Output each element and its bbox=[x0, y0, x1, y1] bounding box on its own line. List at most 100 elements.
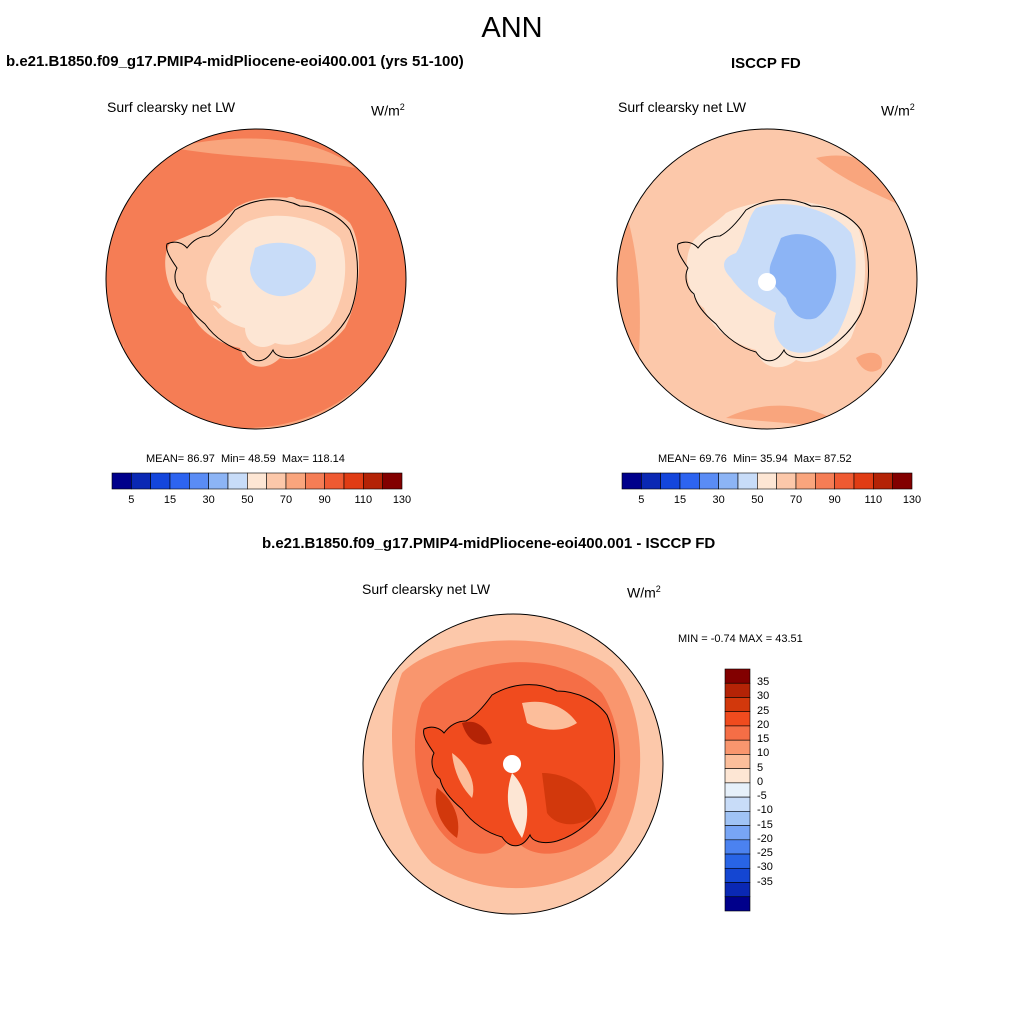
model-colorbar-swatch bbox=[169, 472, 190, 490]
diff-colorbar-labels: 35 30 25 20 15 10 5 0 -5 -10 -15 -20 -25 -30 -35 bbox=[757, 669, 797, 911]
obs-colorbar-swatch bbox=[699, 472, 719, 490]
obs-colorbar-swatch bbox=[834, 472, 855, 490]
obs-units-label: W/m2 bbox=[881, 102, 915, 119]
diff-colorbar-tick-label: -15 bbox=[757, 818, 773, 831]
diff-colorbar-swatch bbox=[724, 754, 751, 769]
main-title: ANN bbox=[481, 12, 543, 44]
model-colorbar-tick-label: 5 bbox=[128, 494, 135, 506]
diff-darkest-patch bbox=[462, 721, 492, 745]
obs-colorbar-tick-label: 90 bbox=[828, 494, 841, 506]
model-colorbar-tick-label: 30 bbox=[202, 494, 215, 506]
diff-colorbar-swatch bbox=[724, 739, 751, 755]
obs-variable-label: Surf clearsky net LW bbox=[618, 99, 747, 115]
diff-light-patch-north bbox=[522, 701, 577, 730]
obs-colorbar-tick-label: 30 bbox=[712, 494, 725, 506]
obs-center-field bbox=[769, 234, 837, 320]
diff-dark-patch-west bbox=[435, 788, 459, 838]
obs-polar-map bbox=[616, 128, 918, 430]
model-coastline bbox=[166, 199, 358, 362]
diff-colorbar-swatch bbox=[724, 768, 751, 784]
obs-colorbar-tick-label: 70 bbox=[789, 494, 803, 506]
model-colorbar-swatch bbox=[266, 472, 287, 490]
model-colorbar-swatch bbox=[208, 472, 229, 490]
obs-colorbar-swatch bbox=[815, 472, 835, 490]
diff-colorbar bbox=[724, 668, 751, 912]
diff-colorbar-tick-label: 30 bbox=[757, 690, 770, 703]
obs-colorbar bbox=[621, 472, 913, 490]
diff-colorbar-swatch bbox=[724, 853, 751, 869]
model-stats: MEAN= 86.97 Min= 48.59 Max= 118.14 bbox=[146, 453, 345, 465]
model-colorbar-tick-label: 15 bbox=[163, 494, 177, 506]
diff-colorbar-swatch bbox=[724, 668, 751, 684]
diff-colorbar-tick-label: -25 bbox=[757, 847, 773, 860]
model-colorbar-swatch bbox=[363, 472, 383, 490]
obs-colorbar-swatch bbox=[795, 472, 816, 490]
diff-colorbar-tick-label: 10 bbox=[757, 747, 770, 760]
obs-colorbar-tick-label: 5 bbox=[638, 494, 645, 506]
diff-colorbar-tick-label: -20 bbox=[757, 832, 773, 845]
diff-colorbar-tick-label: 20 bbox=[757, 718, 770, 731]
diff-coastline bbox=[423, 684, 615, 847]
diff-colorbar-tick-label: 0 bbox=[757, 775, 764, 788]
diff-colorbar-swatch bbox=[724, 867, 751, 883]
obs-panel-title: ISCCP FD bbox=[731, 55, 801, 72]
model-colorbar-swatch bbox=[343, 472, 364, 490]
model-units-label: W/m2 bbox=[371, 102, 405, 119]
diff-colorbar-swatch bbox=[724, 796, 751, 812]
diff-light-patch-west bbox=[452, 753, 474, 798]
model-center-field bbox=[250, 242, 316, 297]
model-outer-band-north bbox=[175, 138, 355, 168]
obs-pole-hole bbox=[758, 273, 776, 291]
model-colorbar-swatch bbox=[382, 472, 403, 490]
diff-colorbar-tick-label: 15 bbox=[757, 733, 770, 746]
diff-colorbar-swatch bbox=[724, 782, 751, 798]
model-colorbar-tick-label: 130 bbox=[392, 494, 412, 506]
diff-stats: MIN = -0.74 MAX = 43.51 bbox=[678, 633, 803, 645]
diff-colorbar-swatch bbox=[724, 697, 751, 713]
obs-colorbar-swatch bbox=[776, 472, 797, 490]
diff-units-label: W/m2 bbox=[627, 584, 661, 601]
diff-colorbar-swatch bbox=[724, 725, 751, 741]
model-colorbar-swatch bbox=[247, 472, 267, 490]
model-colorbar-tick-label: 70 bbox=[279, 494, 293, 506]
obs-colorbar-swatch bbox=[641, 472, 661, 490]
model-colorbar-swatch bbox=[189, 472, 209, 490]
obs-colorbar-tick-label: 50 bbox=[751, 494, 764, 506]
model-colorbar-swatch bbox=[131, 472, 151, 490]
obs-colorbar-swatch bbox=[873, 472, 893, 490]
obs-colorbar-swatch bbox=[621, 472, 642, 490]
obs-colorbar-swatch bbox=[679, 472, 700, 490]
diff-colorbar-swatch bbox=[724, 825, 751, 841]
model-colorbar-swatch bbox=[227, 472, 248, 490]
model-colorbar-swatch bbox=[305, 472, 325, 490]
diff-colorbar-tick-label: -5 bbox=[757, 790, 767, 803]
obs-colorbar-swatch bbox=[737, 472, 758, 490]
diff-colorbar-tick-label: 25 bbox=[757, 704, 770, 717]
diff-colorbar-swatch bbox=[724, 682, 751, 698]
obs-outer-band-north bbox=[816, 155, 906, 208]
model-colorbar-tick-label: 90 bbox=[318, 494, 331, 506]
obs-coastline bbox=[677, 199, 869, 362]
diff-colorbar-tick-label: -10 bbox=[757, 804, 773, 817]
diff-polar-map bbox=[362, 613, 664, 915]
model-colorbar-labels: 5 15 30 50 70 90 110 130 bbox=[112, 494, 411, 508]
obs-stats: MEAN= 69.76 Min= 35.94 Max= 87.52 bbox=[658, 453, 852, 465]
model-variable-label: Surf clearsky net LW bbox=[107, 99, 236, 115]
obs-colorbar-tick-label: 15 bbox=[673, 494, 687, 506]
model-polar-map bbox=[105, 128, 407, 430]
obs-outer-band-east bbox=[856, 352, 882, 372]
diff-dark-patch-east bbox=[542, 773, 597, 825]
diff-colorbar-tick-label: 5 bbox=[757, 761, 764, 774]
diff-colorbar-tick-label: -30 bbox=[757, 861, 773, 874]
diff-panel-title: b.e21.B1850.f09_g17.PMIP4-midPliocene-eo… bbox=[262, 535, 716, 552]
diff-variable-label: Surf clearsky net LW bbox=[362, 581, 491, 597]
diff-colorbar-swatch bbox=[724, 896, 751, 912]
diff-colorbar-swatch bbox=[724, 839, 751, 855]
model-colorbar-swatch bbox=[285, 472, 306, 490]
obs-colorbar-swatch bbox=[660, 472, 681, 490]
diff-colorbar-tick-label: 35 bbox=[757, 676, 770, 689]
diff-colorbar-swatch bbox=[724, 711, 751, 727]
model-colorbar-tick-label: 110 bbox=[354, 494, 373, 506]
obs-colorbar-swatch bbox=[757, 472, 777, 490]
model-colorbar-swatch bbox=[150, 472, 171, 490]
